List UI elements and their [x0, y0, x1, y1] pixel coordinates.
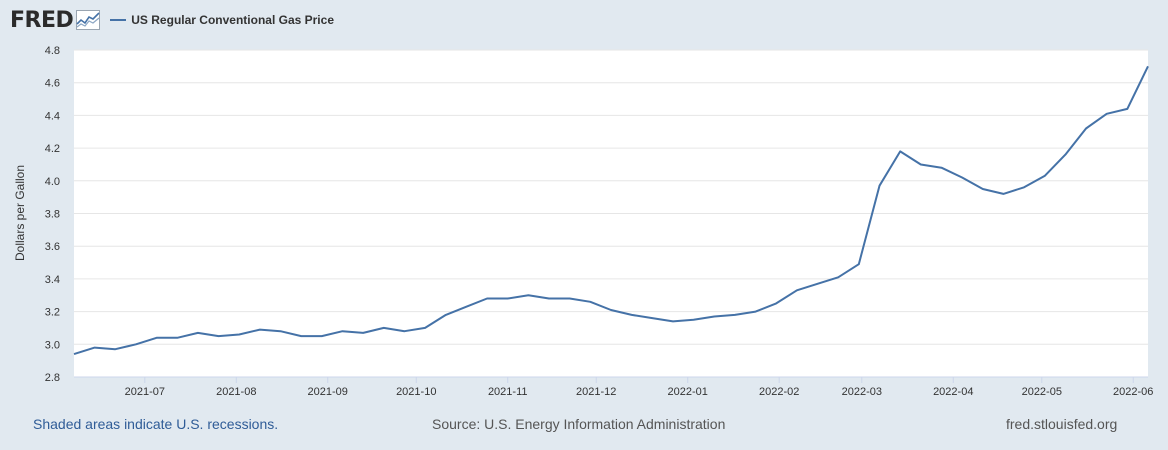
data-point[interactable] [794, 287, 800, 293]
data-point[interactable] [1104, 111, 1110, 117]
data-point[interactable] [959, 175, 965, 181]
data-point[interactable] [732, 312, 738, 318]
x-tick-marks: 2021-07 2021-08 2021-09 2021-10 2021-11 2021-… [74, 376, 1153, 398]
data-point[interactable] [1021, 184, 1027, 190]
data-point[interactable] [567, 296, 573, 302]
y-tick-labels: 2.8 3.0 3.2 3.4 3.6 3.8 4.0 4.2 4.4 4.6 4.8 [45, 45, 60, 384]
logo-text: FRED [10, 7, 74, 33]
data-point[interactable] [195, 330, 201, 336]
data-point[interactable] [1124, 106, 1130, 112]
data-point[interactable] [1145, 63, 1151, 69]
y-tick-label: 4.6 [45, 78, 60, 90]
line-chart[interactable]: 2.8 3.0 3.2 3.4 3.6 3.8 4.0 4.2 4.4 4.6 4.8 2021-0… [0, 0, 1168, 410]
data-point[interactable] [463, 304, 469, 310]
y-tick-label: 3.8 [45, 209, 60, 221]
data-point[interactable] [340, 328, 346, 334]
y-tick-label: 3.6 [45, 241, 60, 253]
data-point[interactable] [1000, 191, 1006, 197]
y-tick-label: 4.8 [45, 45, 60, 57]
data-point[interactable] [443, 312, 449, 318]
source-text: Source: U.S. Energy Information Administ… [432, 416, 726, 432]
y-tick-label: 2.8 [45, 372, 60, 384]
y-tick-label: 3.2 [45, 307, 60, 319]
data-point[interactable] [505, 296, 511, 302]
x-tick-label: 2022-02 [759, 386, 799, 398]
x-tick-label: 2021-09 [308, 386, 348, 398]
y-tick-label: 4.2 [45, 143, 60, 155]
data-point[interactable] [381, 325, 387, 331]
data-point[interactable] [298, 333, 304, 339]
data-point[interactable] [401, 328, 407, 334]
data-point[interactable] [629, 312, 635, 318]
data-point[interactable] [649, 315, 655, 321]
x-tick-label: 2022-06 [1113, 386, 1153, 398]
x-tick-label: 2022-03 [842, 386, 882, 398]
y-tick-label: 3.0 [45, 339, 60, 351]
data-point[interactable] [773, 300, 779, 306]
chart-legend[interactable]: US Regular Conventional Gas Price [110, 13, 334, 27]
data-point[interactable] [525, 292, 531, 298]
data-point[interactable] [278, 328, 284, 334]
y-axis-label: Dollars per Gallon [13, 165, 27, 261]
data-point[interactable] [980, 186, 986, 192]
data-point[interactable] [319, 333, 325, 339]
data-point[interactable] [815, 281, 821, 287]
data-point[interactable] [897, 148, 903, 154]
data-point[interactable] [484, 296, 490, 302]
data-point[interactable] [216, 333, 222, 339]
x-tick-label: 2021-12 [576, 386, 616, 398]
series-line[interactable] [73, 65, 1149, 356]
x-tick-label: 2021-11 [488, 386, 528, 398]
legend-label: US Regular Conventional Gas Price [131, 13, 334, 27]
recession-note-link[interactable]: Shaded areas indicate U.S. recessions. [33, 416, 279, 432]
data-point[interactable] [546, 296, 552, 302]
data-point[interactable] [711, 314, 717, 320]
x-tick-label: 2021-10 [396, 386, 436, 398]
site-link[interactable]: fred.stlouisfed.org [1006, 416, 1118, 432]
legend-swatch [110, 19, 127, 21]
data-point[interactable] [236, 331, 242, 337]
data-point[interactable] [1083, 125, 1089, 131]
data-point[interactable] [835, 274, 841, 280]
x-tick-label: 2022-01 [668, 386, 708, 398]
y-tick-label: 3.4 [45, 274, 60, 286]
chart-trend-icon [76, 10, 101, 30]
data-point[interactable] [174, 335, 180, 341]
y-tick-label: 4.0 [45, 176, 60, 188]
data-point[interactable] [753, 309, 759, 315]
data-point[interactable] [1042, 173, 1048, 179]
data-point[interactable] [133, 341, 139, 347]
data-point[interactable] [938, 165, 944, 171]
data-point[interactable] [670, 318, 676, 324]
data-point[interactable] [154, 335, 160, 341]
data-point[interactable] [608, 307, 614, 313]
data-point[interactable] [877, 183, 883, 189]
data-point[interactable] [422, 325, 428, 331]
data-point[interactable] [918, 161, 924, 167]
x-tick-label: 2021-07 [125, 386, 165, 398]
x-tick-label: 2021-08 [216, 386, 256, 398]
data-point[interactable] [691, 317, 697, 323]
data-point[interactable] [360, 330, 366, 336]
data-point[interactable] [257, 327, 263, 333]
data-point[interactable] [587, 299, 593, 305]
data-point[interactable] [112, 346, 118, 352]
fred-logo[interactable]: FRED [10, 7, 101, 33]
y-tick-label: 4.4 [45, 110, 60, 122]
chart-header: FRED US Regular Conventional Gas Price [10, 6, 334, 34]
x-tick-label: 2022-04 [933, 386, 973, 398]
data-point[interactable] [92, 345, 98, 351]
data-point[interactable] [1062, 152, 1068, 158]
data-point[interactable] [71, 351, 77, 357]
data-point[interactable] [856, 261, 862, 267]
x-tick-label: 2022-05 [1022, 386, 1062, 398]
